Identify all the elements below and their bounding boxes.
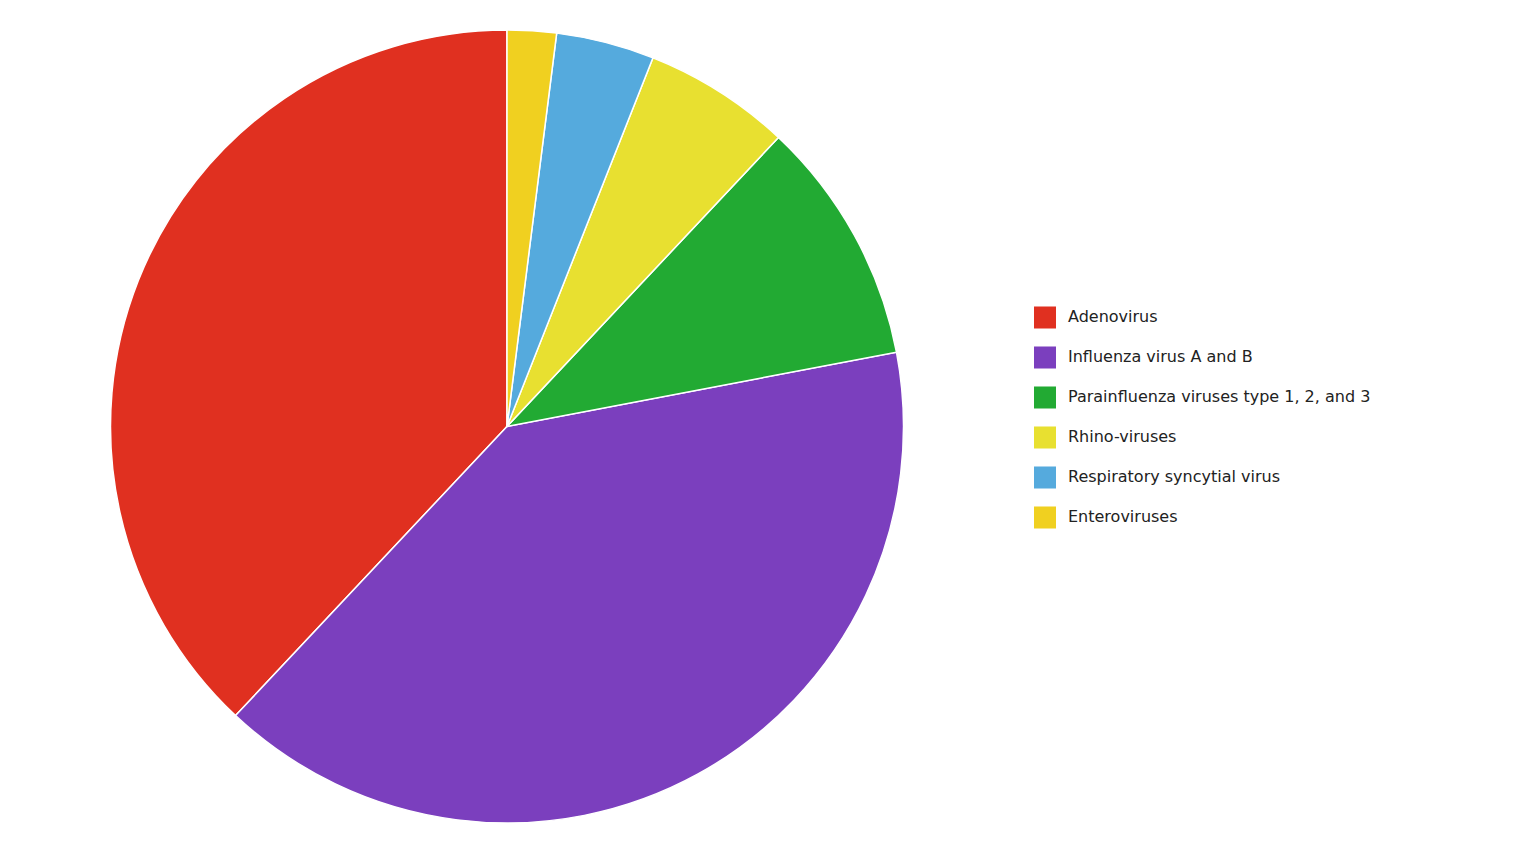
legend: Adenovirus Influenza virus A and B Parainf… [1034, 307, 1370, 529]
pie-slice [236, 352, 904, 823]
legend-swatch [1034, 427, 1056, 449]
legend-swatch [1034, 507, 1056, 529]
legend-swatch [1034, 387, 1056, 409]
legend-item: Rhino-viruses [1034, 427, 1176, 449]
chart: Adenovirus Influenza virus A and B Parainf… [0, 0, 1534, 853]
legend-item: Respiratory syncytial virus [1034, 467, 1280, 489]
legend-label: Parainfluenza viruses type 1, 2, and 3 [1068, 387, 1370, 406]
legend-item: Enteroviruses [1034, 507, 1178, 529]
pie-slice [507, 30, 557, 427]
legend-item: Influenza virus A and B [1034, 347, 1253, 369]
legend-swatch [1034, 347, 1056, 369]
legend-item: Parainfluenza viruses type 1, 2, and 3 [1034, 387, 1370, 409]
legend-label: Enteroviruses [1068, 507, 1178, 526]
legend-label: Rhino-viruses [1068, 427, 1176, 446]
legend-label: Influenza virus A and B [1068, 347, 1253, 366]
legend-label: Respiratory syncytial virus [1068, 467, 1280, 486]
legend-swatch [1034, 467, 1056, 489]
legend-swatch [1034, 307, 1056, 329]
legend-label: Adenovirus [1068, 307, 1158, 326]
legend-item: Adenovirus [1034, 307, 1158, 329]
pie [110, 30, 903, 823]
